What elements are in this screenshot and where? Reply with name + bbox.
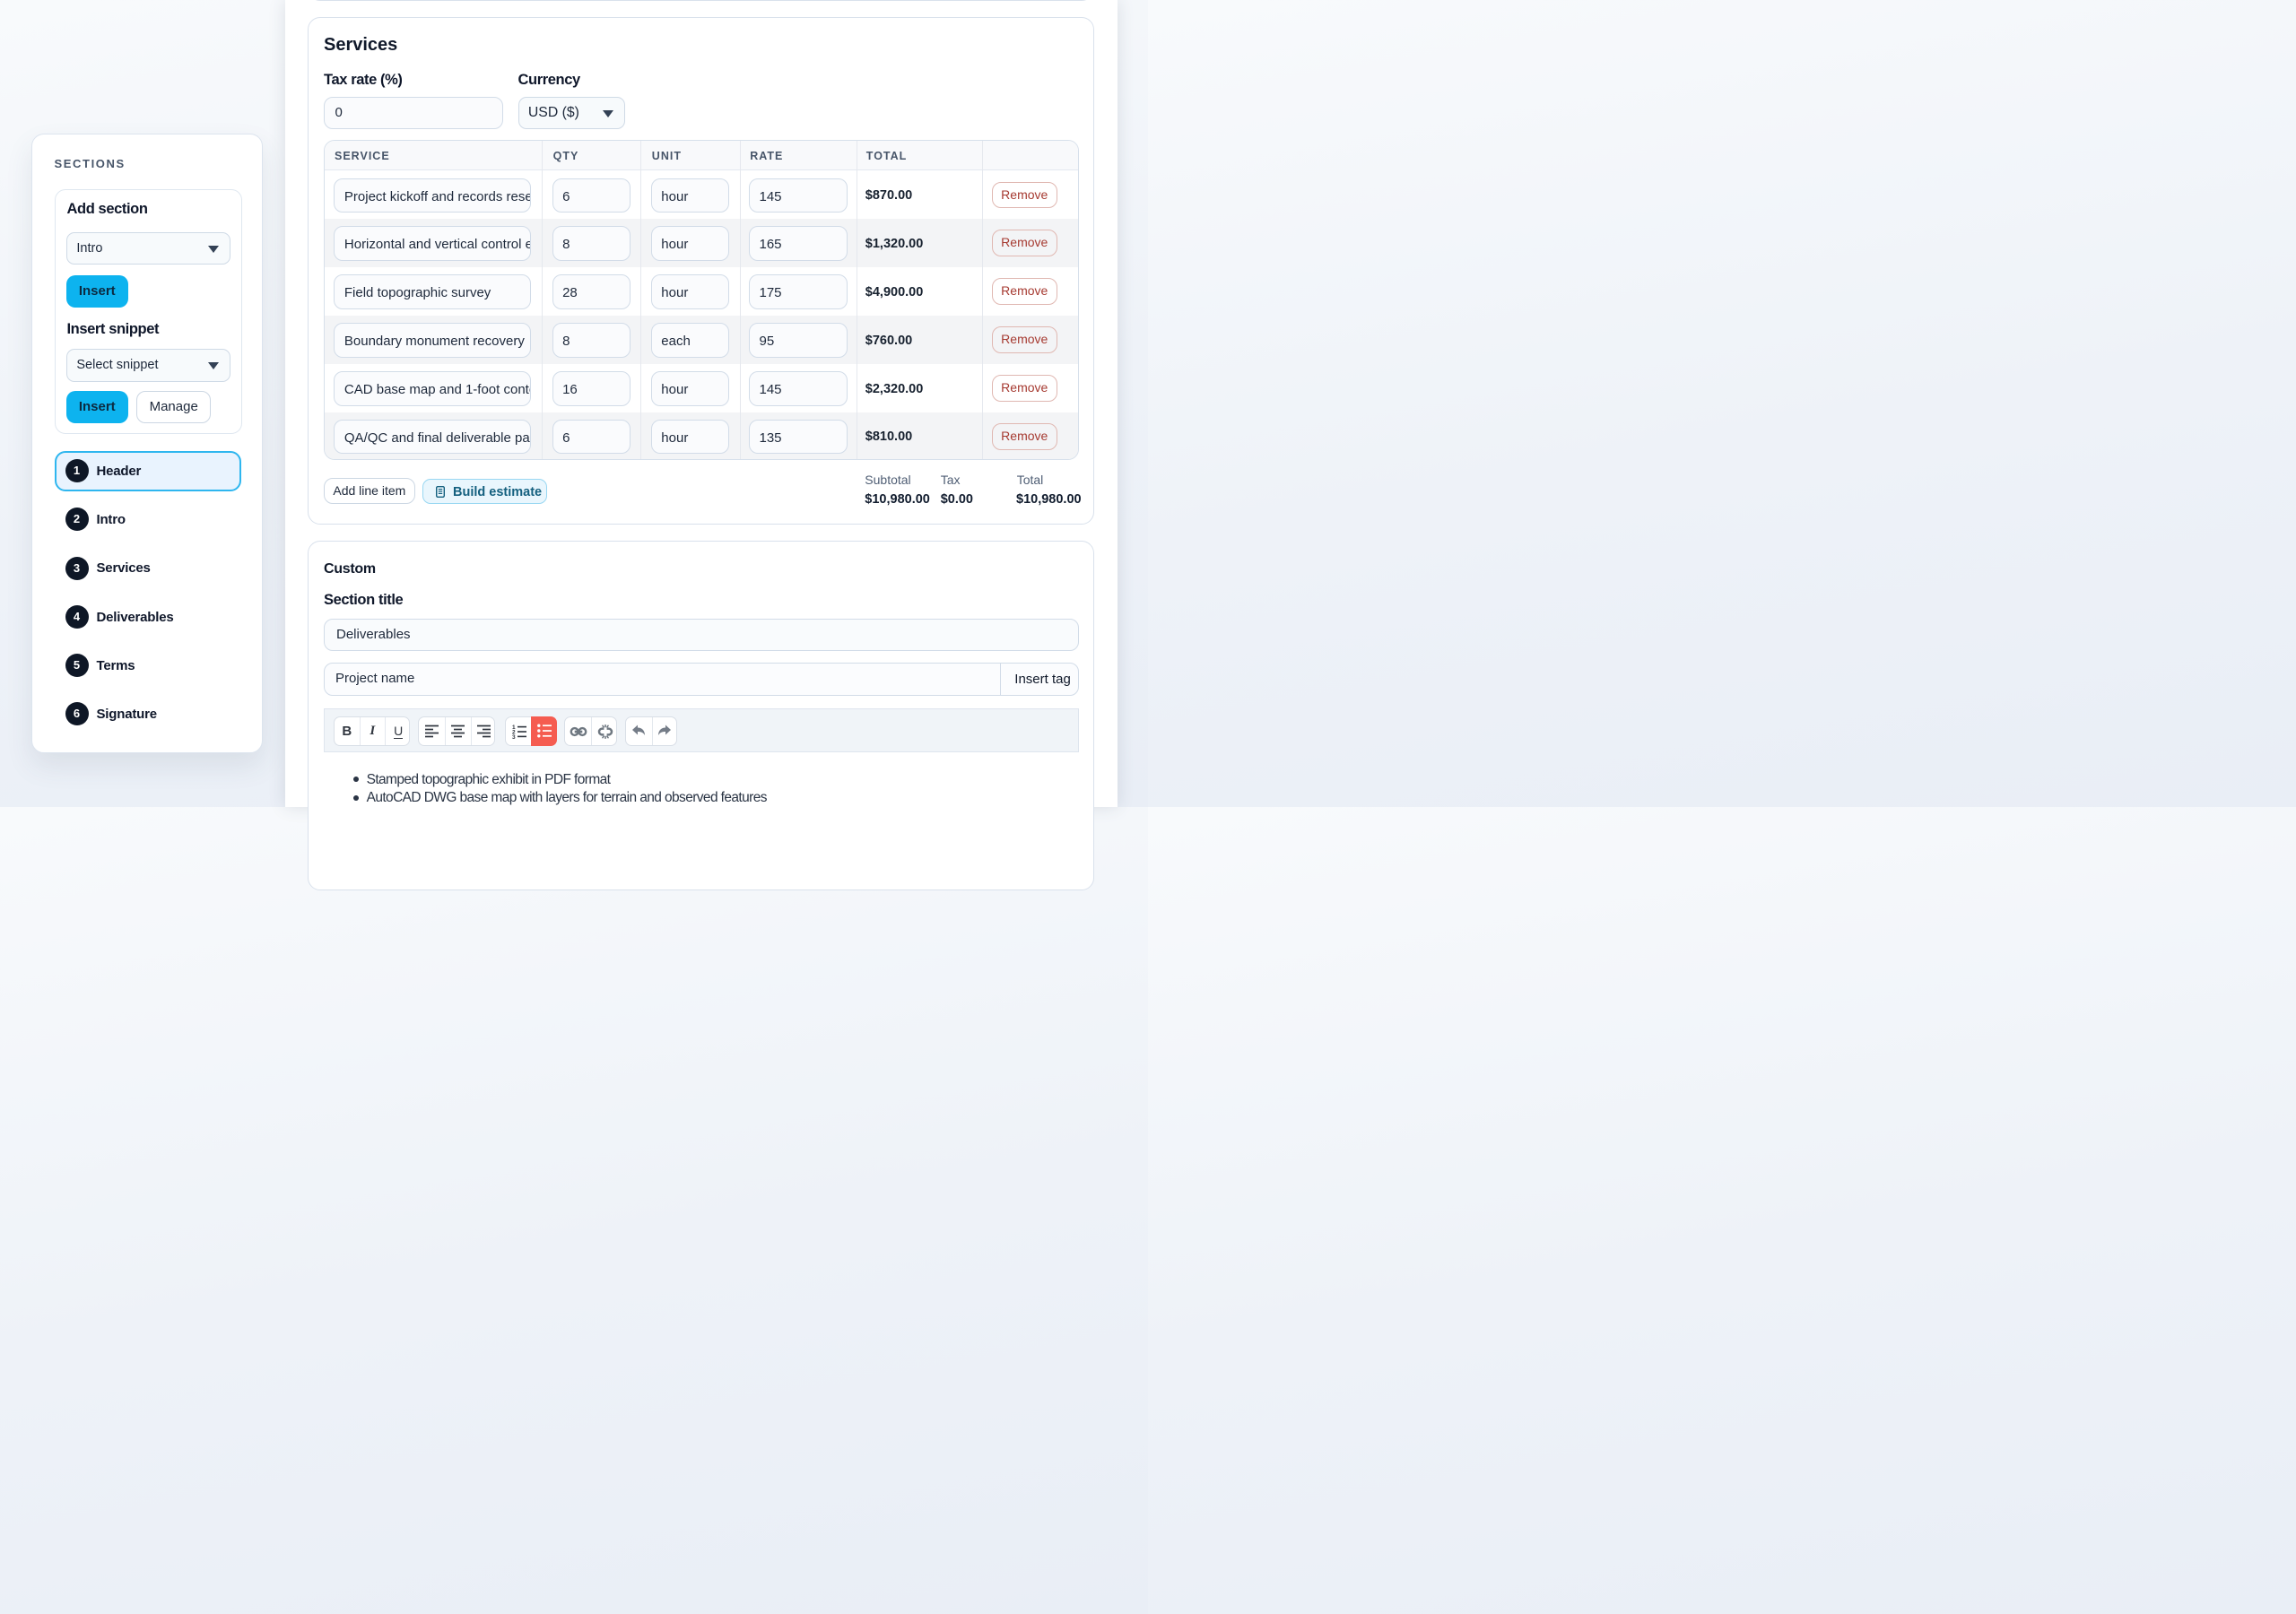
svg-text:2: 2 xyxy=(512,729,516,735)
svg-text:1: 1 xyxy=(512,725,516,731)
svg-text:3: 3 xyxy=(512,734,516,739)
